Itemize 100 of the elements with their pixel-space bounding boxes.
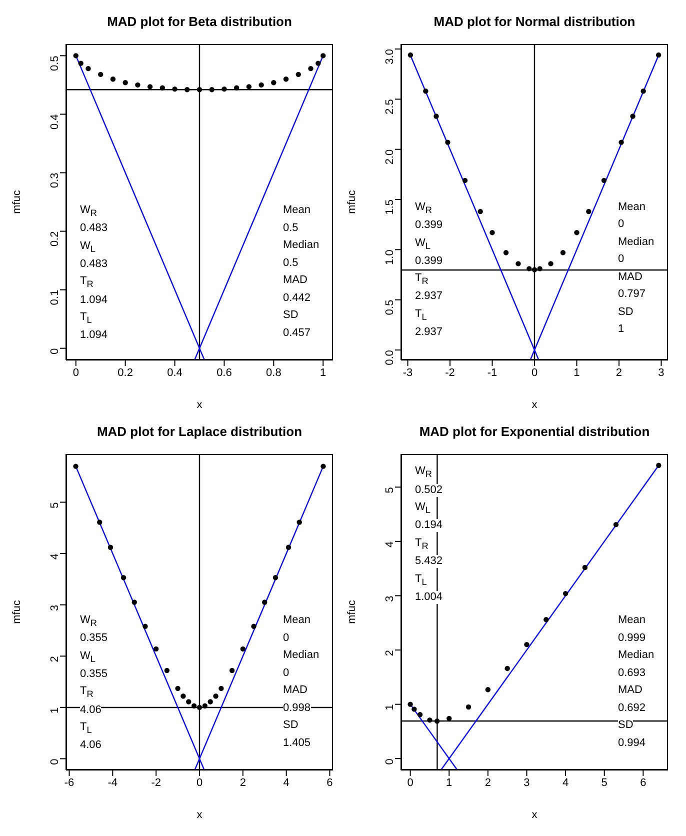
x-tick-label: 4 (283, 776, 290, 789)
point (208, 699, 213, 704)
point (434, 718, 440, 724)
point (202, 703, 208, 708)
x-tick-label: 3 (658, 366, 664, 379)
annotation: 0.355 (80, 668, 108, 681)
annotation: 0.692 (618, 702, 646, 714)
annotation: 0 (283, 632, 290, 644)
annotation: W$_{R}$ (415, 465, 432, 482)
y-tick-label: 0.1 (48, 290, 61, 306)
point (408, 702, 413, 707)
y-tick-label: 4 (48, 554, 61, 560)
annotation: 0.442 (283, 292, 311, 304)
y-tick-label: 0 (48, 758, 61, 765)
y-tick-label: 4 (384, 541, 396, 548)
point (240, 646, 246, 652)
chart-title: MAD plot for Normal distribution (432, 14, 636, 29)
y-axis-title: mfuc (346, 600, 358, 624)
annotation: SD (618, 306, 634, 319)
x-tick-label: 5 (601, 776, 608, 789)
annotation: 0.355 (80, 632, 108, 646)
annotation: SD (618, 719, 634, 732)
annotation: T$_{R}$ (415, 272, 428, 288)
x-tick-label: 2 (240, 776, 246, 789)
point (466, 704, 472, 710)
annotation: T$_{L}$ (415, 308, 427, 324)
y-tick-label: 3 (48, 604, 61, 611)
annotation: T$_{R}$ (80, 685, 94, 702)
annotation: 0.457 (283, 326, 311, 340)
x-tick-label: 0.2 (118, 366, 133, 379)
x-tick-label: 1 (574, 366, 580, 379)
x-tick-label: 0 (196, 776, 203, 789)
annotation: 0.5 (283, 222, 298, 234)
annotation: Mean (618, 614, 646, 627)
chart-title: MAD plot for Laplace distribution (96, 424, 304, 439)
annotation: 4.06 (80, 739, 102, 752)
annotation: 0.998 (283, 702, 311, 714)
x-tick-label: -1 (487, 366, 498, 379)
x-tick-label: -2 (445, 366, 455, 379)
point (412, 706, 417, 712)
y-tick-label: 2 (48, 656, 61, 662)
annotation: SD (283, 719, 298, 732)
annotation: 2.937 (415, 326, 443, 340)
annotation: 0.194 (415, 519, 443, 532)
y-tick-label: 0.0 (384, 350, 396, 366)
x-tick-label: -4 (108, 776, 118, 789)
x-tick-label: 0 (531, 366, 538, 379)
annotation: Mean (283, 614, 311, 627)
annotation: 0 (618, 218, 624, 232)
annotation: T$_{L}$ (415, 572, 427, 589)
y-tick-label: 1 (384, 704, 396, 710)
point (132, 600, 137, 605)
y-tick-label: 0.5 (384, 300, 396, 316)
annotation: W$_{R}$ (80, 204, 98, 220)
point (504, 666, 510, 672)
y-axis-title: mfuc (346, 190, 358, 214)
annotation: Median (618, 649, 654, 662)
annotation: W$_{R}$ (415, 200, 432, 218)
x-tick-label: 2 (616, 366, 622, 379)
annotation: 0.5 (283, 256, 298, 270)
annotation: 0.399 (415, 254, 443, 268)
annotation: Mean (618, 200, 646, 214)
point (251, 624, 256, 629)
annotation: 1 (618, 323, 624, 336)
annotation: Median (283, 239, 320, 252)
annotation: W$_{L}$ (415, 501, 430, 518)
y-tick-label: 1.0 (384, 250, 396, 265)
annotation: Mean (283, 204, 311, 217)
x-tick-label: 0 (72, 366, 79, 379)
annotation: 0.693 (618, 666, 646, 680)
y-tick-label: 2 (384, 650, 396, 656)
point (262, 600, 268, 605)
x-tick-label: 0.4 (167, 366, 182, 379)
y-tick-label: 1.5 (384, 199, 396, 215)
x-tick-label: 1 (446, 776, 452, 789)
point (196, 704, 202, 710)
y-axis-title: mfuc (10, 600, 23, 624)
annotation: T$_{R}$ (80, 275, 94, 292)
point (485, 687, 491, 692)
point (164, 668, 170, 674)
point (562, 590, 568, 596)
annotation: 1.094 (80, 294, 108, 307)
annotation: T$_{L}$ (80, 311, 92, 328)
x-tick-label: 0 (407, 776, 414, 789)
annotation: 0.797 (618, 288, 646, 302)
y-tick-label: 2.0 (384, 149, 396, 165)
y-tick-label: 0.2 (48, 231, 61, 247)
x-tick-label: -3 (402, 366, 413, 379)
annotation: 0.483 (80, 222, 108, 236)
x-tick-label: 4 (562, 776, 569, 789)
x-tick-label: 1 (320, 366, 326, 379)
x-axis-title: x (196, 809, 203, 821)
x-tick-label: 2 (484, 776, 491, 789)
annotation: W$_{L}$ (80, 240, 96, 256)
x-axis-title: x (532, 399, 538, 411)
annotation: 1.094 (80, 329, 108, 342)
annotation: 1.405 (283, 736, 311, 750)
y-tick-label: 5 (48, 502, 61, 508)
chart-title: MAD plot for Beta distribution (106, 14, 293, 29)
x-tick-label: 3 (524, 776, 530, 789)
